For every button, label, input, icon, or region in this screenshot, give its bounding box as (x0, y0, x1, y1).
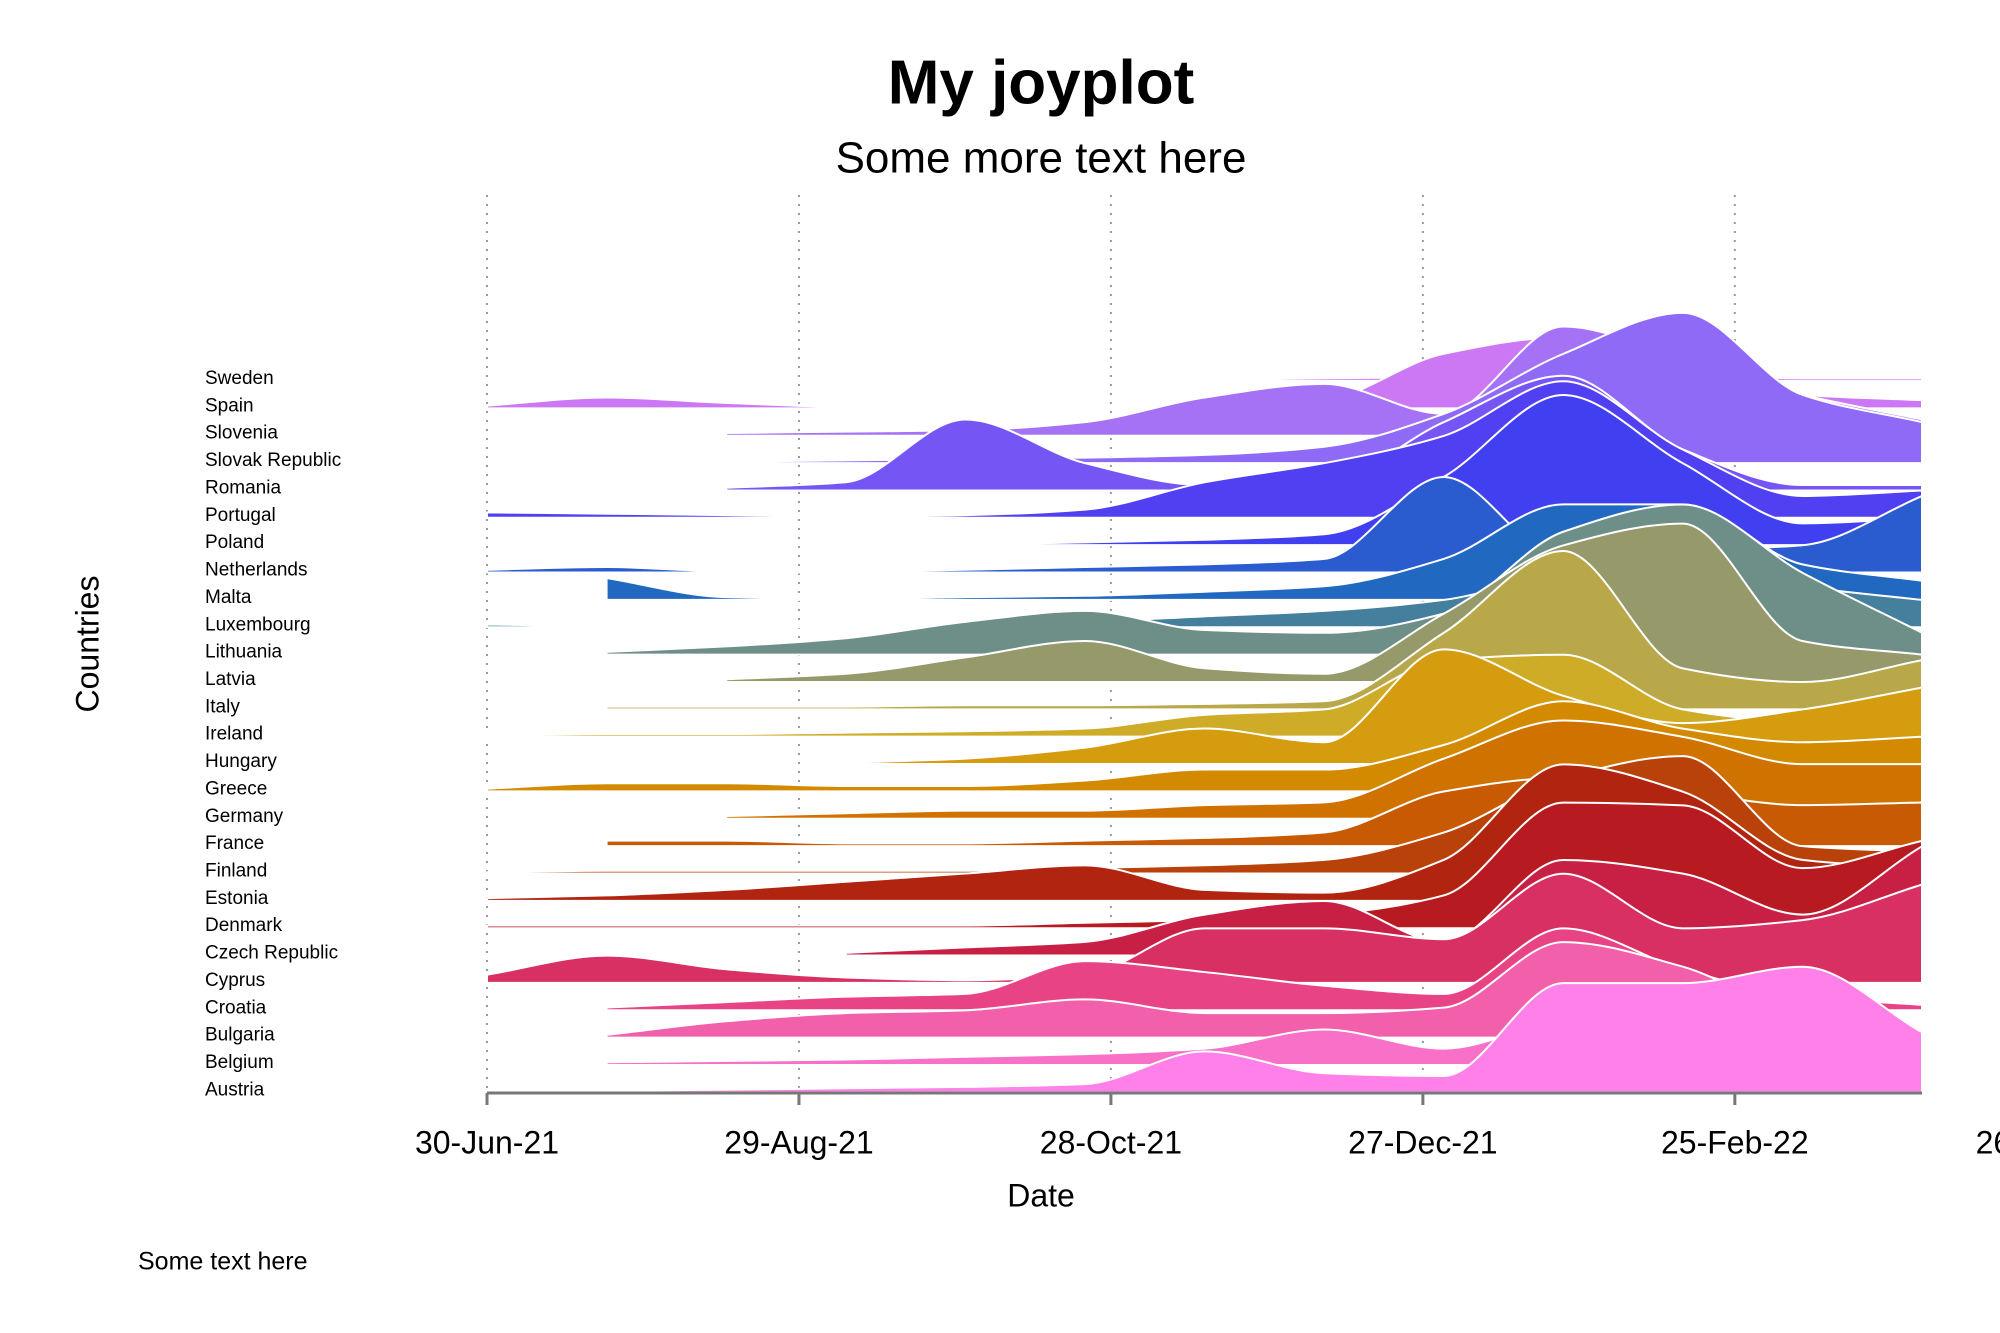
y-tick-label: Bulgaria (205, 1025, 275, 1046)
y-tick-label: Italy (205, 696, 240, 717)
y-tick-label: Ireland (205, 724, 263, 745)
y-tick-label: Spain (205, 395, 254, 416)
y-tick-label: Netherlands (205, 560, 307, 581)
x-tick-label: 29-Aug-21 (724, 1124, 873, 1160)
y-tick-label: Malta (205, 587, 252, 608)
y-tick-label: Germany (205, 806, 284, 827)
y-tick-label: Estonia (205, 888, 269, 909)
y-tick-label: Czech Republic (205, 943, 338, 964)
y-tick-label: Luxembourg (205, 614, 311, 635)
y-tick-label: Greece (205, 778, 267, 799)
y-tick-label: Slovak Republic (205, 450, 341, 471)
y-tick-label: Belgium (205, 1052, 274, 1073)
y-tick-label: Slovenia (205, 423, 278, 444)
y-axis-title: Countries (69, 576, 105, 713)
x-axis-title: Date (1007, 1177, 1075, 1213)
x-tick-label: 30-Jun-21 (415, 1124, 559, 1160)
y-tick-label: Hungary (205, 751, 277, 772)
y-tick-label: Austria (205, 1079, 265, 1100)
x-tick-label: 26-Apr-22 (1976, 1124, 2000, 1160)
caption: Some text here (138, 1248, 308, 1276)
y-tick-label: Croatia (205, 997, 267, 1018)
x-tick-label: 25-Feb-22 (1661, 1124, 1809, 1160)
y-tick-label: Denmark (205, 915, 283, 936)
y-tick-label: Latvia (205, 669, 256, 690)
x-tick-label: 28-Oct-21 (1040, 1124, 1182, 1160)
chart-title: My joyplot (888, 48, 1195, 117)
y-tick-label: Romania (205, 477, 281, 498)
y-tick-label: Cyprus (205, 970, 265, 991)
y-tick-label: Lithuania (205, 642, 283, 663)
y-tick-label: France (205, 833, 264, 854)
ridges (486, 311, 1923, 1094)
x-tick-label: 27-Dec-21 (1348, 1124, 1497, 1160)
y-tick-label: Finland (205, 860, 267, 881)
ridge (605, 965, 1923, 1094)
x-axis: 30-Jun-21 29-Aug-21 28-Oct-21 27-Dec-21 25-F… (415, 1091, 2000, 1160)
chart-subtitle: Some more text here (836, 134, 1247, 183)
y-tick-label: Portugal (205, 505, 276, 526)
y-tick-label: Sweden (205, 368, 274, 389)
y-tick-label: Poland (205, 532, 264, 553)
